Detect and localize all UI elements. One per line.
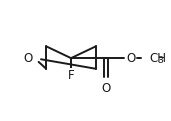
Text: F: F xyxy=(68,69,74,82)
Text: O: O xyxy=(101,82,110,95)
Text: CH: CH xyxy=(149,52,166,65)
Text: O: O xyxy=(126,52,135,65)
Text: O: O xyxy=(24,52,33,65)
Text: 3: 3 xyxy=(157,56,163,65)
